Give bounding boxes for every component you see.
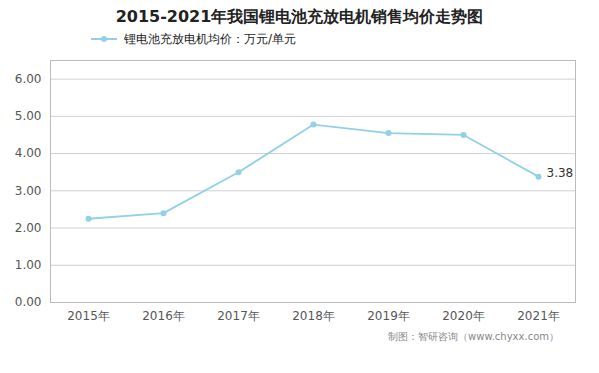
svg-text:0.00: 0.00 [15,295,42,309]
svg-text:2020年: 2020年 [442,309,485,323]
svg-text:2021年: 2021年 [517,309,560,323]
svg-text:5.00: 5.00 [15,109,42,123]
html-text:制图：智研咨询（www.chyxx.com）: 制图：智研咨询（www.chyxx.com） [388,331,559,342]
svg-text:3.38: 3.38 [547,166,574,180]
html-text:2015-2021年我国锂电池充放电机销售均价走势图: 2015-2021年我国锂电池充放电机销售均价走势图 [115,7,484,26]
svg-text:2018年: 2018年 [292,309,335,323]
html-text:锂电池充放电机均价：万元/单元: 锂电池充放电机均价：万元/单元 [124,31,296,46]
svg-text:6.00: 6.00 [15,72,42,86]
svg-text:1.00: 1.00 [15,258,42,272]
svg-text:4.00: 4.00 [15,146,42,160]
svg-text:2016年: 2016年 [142,309,185,323]
svg-text:2.00: 2.00 [15,221,42,235]
svg-text:2017年: 2017年 [217,309,260,323]
svg-text:2015年: 2015年 [67,309,110,323]
svg-text:3.00: 3.00 [15,184,42,198]
svg-text:2019年: 2019年 [367,309,410,323]
